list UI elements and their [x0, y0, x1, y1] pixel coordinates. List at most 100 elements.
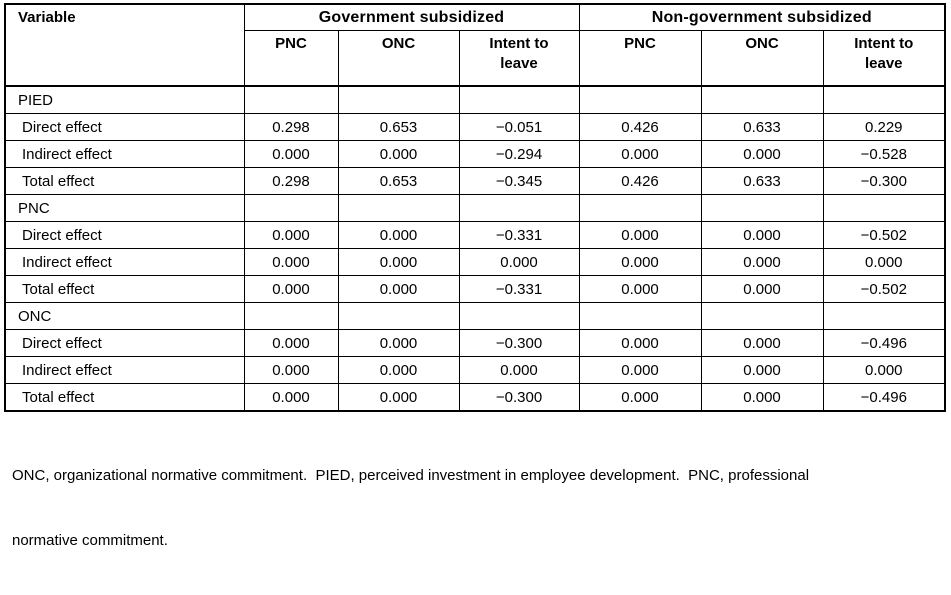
value-cell: 0.000 — [458, 248, 580, 276]
row-label: Total effect — [4, 275, 245, 303]
value-cell — [243, 194, 339, 222]
value-cell: 0.229 — [822, 113, 946, 141]
variable-column-header: Variable — [4, 3, 245, 87]
table-row-pnc-direct: Direct effect 0.000 0.000 −0.331 0.000 0… — [4, 221, 946, 249]
value-cell: 0.000 — [700, 248, 824, 276]
subheader-onc-gov: ONC — [337, 30, 460, 87]
value-cell: 0.633 — [700, 167, 824, 195]
value-cell: −0.502 — [822, 221, 946, 249]
subheader-intent-gov: Intent to leave — [458, 30, 580, 87]
value-cell: 0.000 — [243, 140, 339, 168]
row-label: PIED — [4, 85, 245, 114]
value-cell: 0.000 — [243, 329, 339, 357]
value-cell — [458, 85, 580, 114]
table-row-pnc-total: Total effect 0.000 0.000 −0.331 0.000 0.… — [4, 275, 946, 303]
row-label: Total effect — [4, 167, 245, 195]
value-cell — [337, 85, 460, 114]
value-cell — [700, 302, 824, 330]
value-cell: 0.000 — [700, 140, 824, 168]
value-cell: 0.000 — [243, 248, 339, 276]
value-cell — [578, 302, 702, 330]
value-cell: 0.000 — [243, 221, 339, 249]
value-cell: 0.000 — [337, 221, 460, 249]
value-cell: 0.000 — [700, 221, 824, 249]
value-cell — [822, 194, 946, 222]
value-cell: 0.000 — [578, 248, 702, 276]
value-cell: 0.000 — [337, 356, 460, 384]
table-row-onc-direct: Direct effect 0.000 0.000 −0.300 0.000 0… — [4, 329, 946, 357]
value-cell — [700, 85, 824, 114]
value-cell: 0.000 — [337, 329, 460, 357]
group-header-government: Government subsidized — [243, 3, 580, 31]
value-cell: 0.000 — [337, 383, 460, 412]
value-cell: 0.000 — [337, 275, 460, 303]
row-label: Indirect effect — [4, 356, 245, 384]
value-cell: 0.426 — [578, 167, 702, 195]
value-cell — [337, 194, 460, 222]
value-cell: 0.298 — [243, 113, 339, 141]
table-row-pied: PIED — [4, 85, 946, 114]
value-cell — [243, 85, 339, 114]
row-label: Total effect — [4, 383, 245, 412]
value-cell: −0.294 — [458, 140, 580, 168]
value-cell: 0.000 — [822, 356, 946, 384]
value-cell: −0.051 — [458, 113, 580, 141]
value-cell: −0.331 — [458, 221, 580, 249]
value-cell: −0.496 — [822, 383, 946, 412]
value-cell: 0.633 — [700, 113, 824, 141]
table-row-onc-indirect: Indirect effect 0.000 0.000 0.000 0.000 … — [4, 356, 946, 384]
table-row-pnc-indirect: Indirect effect 0.000 0.000 0.000 0.000 … — [4, 248, 946, 276]
value-cell: 0.000 — [700, 329, 824, 357]
subheader-onc-nongov: ONC — [700, 30, 824, 87]
table-row-onc-total: Total effect 0.000 0.000 −0.300 0.000 0.… — [4, 383, 946, 412]
value-cell: −0.300 — [458, 383, 580, 412]
row-label: PNC — [4, 194, 245, 222]
value-cell — [822, 85, 946, 114]
value-cell — [578, 194, 702, 222]
value-cell: 0.000 — [700, 356, 824, 384]
value-cell: −0.345 — [458, 167, 580, 195]
value-cell — [337, 302, 460, 330]
value-cell — [578, 85, 702, 114]
effects-table: Variable Government subsidized Non-gover… — [4, 3, 947, 412]
table-row-onc: ONC — [4, 302, 946, 330]
value-cell: 0.000 — [578, 140, 702, 168]
value-cell: 0.000 — [337, 248, 460, 276]
row-label: Direct effect — [4, 221, 245, 249]
value-cell — [700, 194, 824, 222]
table-footnote: ONC, organizational normative commitment… — [12, 421, 951, 595]
value-cell: 0.298 — [243, 167, 339, 195]
row-label: Direct effect — [4, 329, 245, 357]
row-label: Indirect effect — [4, 248, 245, 276]
row-label: Indirect effect — [4, 140, 245, 168]
value-cell: −0.502 — [822, 275, 946, 303]
value-cell: 0.653 — [337, 113, 460, 141]
footnote-line-2: normative commitment. — [12, 531, 168, 549]
table-row-pied-direct: Direct effect 0.298 0.653 −0.051 0.426 0… — [4, 113, 946, 141]
value-cell: 0.000 — [578, 383, 702, 412]
table-row-pied-total: Total effect 0.298 0.653 −0.345 0.426 0.… — [4, 167, 946, 195]
value-cell — [458, 302, 580, 330]
value-cell: 0.000 — [337, 140, 460, 168]
value-cell — [243, 302, 339, 330]
value-cell — [822, 302, 946, 330]
value-cell: 0.000 — [700, 275, 824, 303]
sub-header-row: PNC ONC Intent to leave PNC ONC Intent t… — [5, 30, 946, 87]
value-cell: 0.000 — [243, 383, 339, 412]
value-cell: 0.000 — [700, 383, 824, 412]
value-cell: 0.000 — [243, 356, 339, 384]
group-header-row: Variable Government subsidized Non-gover… — [4, 3, 946, 87]
row-label: ONC — [4, 302, 245, 330]
value-cell: −0.528 — [822, 140, 946, 168]
value-cell: 0.000 — [458, 356, 580, 384]
table-row-pied-indirect: Indirect effect 0.000 0.000 −0.294 0.000… — [4, 140, 946, 168]
footnote-line-1: ONC, organizational normative commitment… — [12, 466, 810, 484]
value-cell: −0.331 — [458, 275, 580, 303]
value-cell: −0.300 — [458, 329, 580, 357]
value-cell: 0.426 — [578, 113, 702, 141]
subheader-intent-nongov: Intent to leave — [822, 30, 946, 87]
value-cell: 0.000 — [578, 329, 702, 357]
subheader-pnc-nongov: PNC — [578, 30, 702, 87]
value-cell: 0.000 — [578, 356, 702, 384]
